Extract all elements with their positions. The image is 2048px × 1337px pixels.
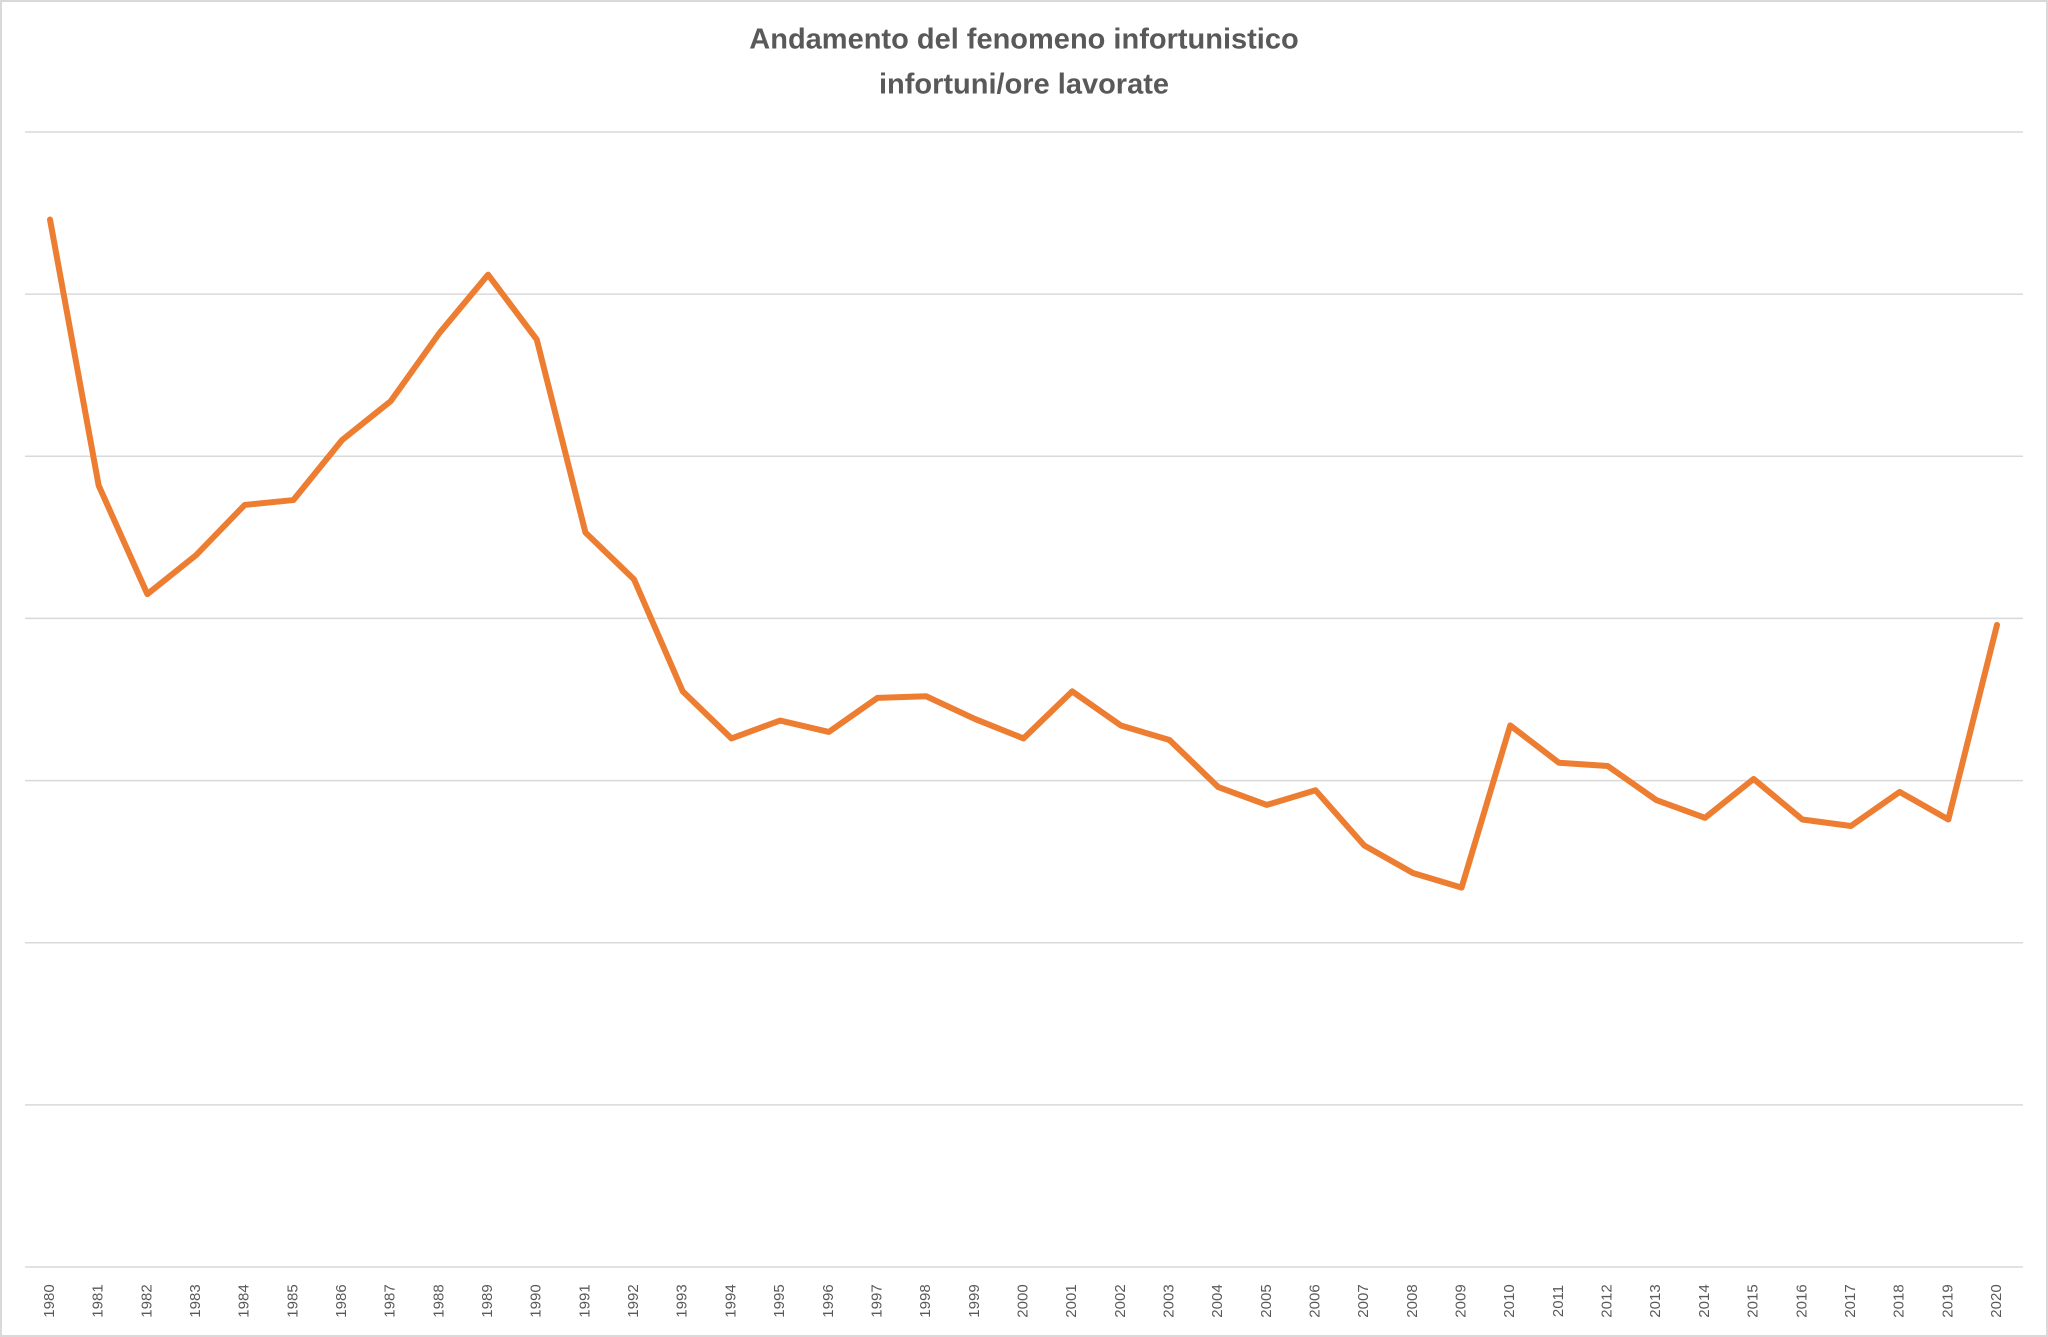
chart-title: Andamento del fenomeno infortunistico xyxy=(749,24,1298,56)
x-tick-label: 2003 xyxy=(1160,1284,1177,1317)
x-tick-label: 2019 xyxy=(1939,1284,1956,1317)
x-tick-label: 2001 xyxy=(1063,1284,1080,1317)
x-tick-label: 1993 xyxy=(674,1284,691,1317)
x-tick-label: 1981 xyxy=(90,1284,107,1317)
x-tick-label: 2008 xyxy=(1404,1284,1421,1317)
x-tick-label: 2012 xyxy=(1599,1284,1616,1317)
x-tick-label: 2013 xyxy=(1647,1284,1664,1317)
x-tick-label: 1990 xyxy=(528,1284,545,1317)
x-tick-label: 1989 xyxy=(479,1284,496,1317)
x-tick-label: 1986 xyxy=(333,1284,350,1317)
x-tick-label: 1998 xyxy=(917,1284,934,1317)
x-tick-label: 2009 xyxy=(1453,1284,1470,1317)
x-tick-label: 1983 xyxy=(187,1284,204,1317)
x-tick-label: 2005 xyxy=(1258,1284,1275,1317)
x-tick-label: 1991 xyxy=(576,1284,593,1317)
x-tick-label: 1995 xyxy=(771,1284,788,1317)
data-line xyxy=(47,216,2000,891)
x-tick-label: 2017 xyxy=(1842,1284,1859,1317)
x-tick-label: 2007 xyxy=(1355,1284,1372,1317)
x-tick-label: 1988 xyxy=(430,1284,447,1317)
x-tick-label: 1987 xyxy=(382,1284,399,1317)
x-tick-label: 1996 xyxy=(820,1284,837,1317)
x-tick-label: 2004 xyxy=(1209,1284,1226,1317)
x-tick-label: 2015 xyxy=(1745,1284,1762,1317)
x-tick-label: 1992 xyxy=(625,1284,642,1317)
x-tick-label: 2006 xyxy=(1307,1284,1324,1317)
x-tick-label: 1997 xyxy=(868,1284,885,1317)
x-tick-label: 1982 xyxy=(138,1284,155,1317)
x-tick-label: 1999 xyxy=(966,1284,983,1317)
x-tick-label: 2020 xyxy=(1988,1284,2005,1317)
x-tick-label: 2016 xyxy=(1793,1284,1810,1317)
x-tick-label: 2000 xyxy=(1014,1284,1031,1317)
x-tick-label: 2014 xyxy=(1696,1284,1713,1317)
x-tick-label: 1994 xyxy=(722,1284,739,1317)
x-tick-label: 2018 xyxy=(1891,1284,1908,1317)
x-tick-label: 1980 xyxy=(41,1284,58,1317)
x-tick-label: 2002 xyxy=(1112,1284,1129,1317)
x-tick-label: 2011 xyxy=(1550,1285,1567,1317)
x-tick-label: 1985 xyxy=(284,1284,301,1317)
x-tick-label: 2010 xyxy=(1501,1284,1518,1317)
x-tick-label: 1984 xyxy=(236,1284,253,1317)
chart-subtitle: infortuni/ore lavorate xyxy=(879,69,1169,101)
